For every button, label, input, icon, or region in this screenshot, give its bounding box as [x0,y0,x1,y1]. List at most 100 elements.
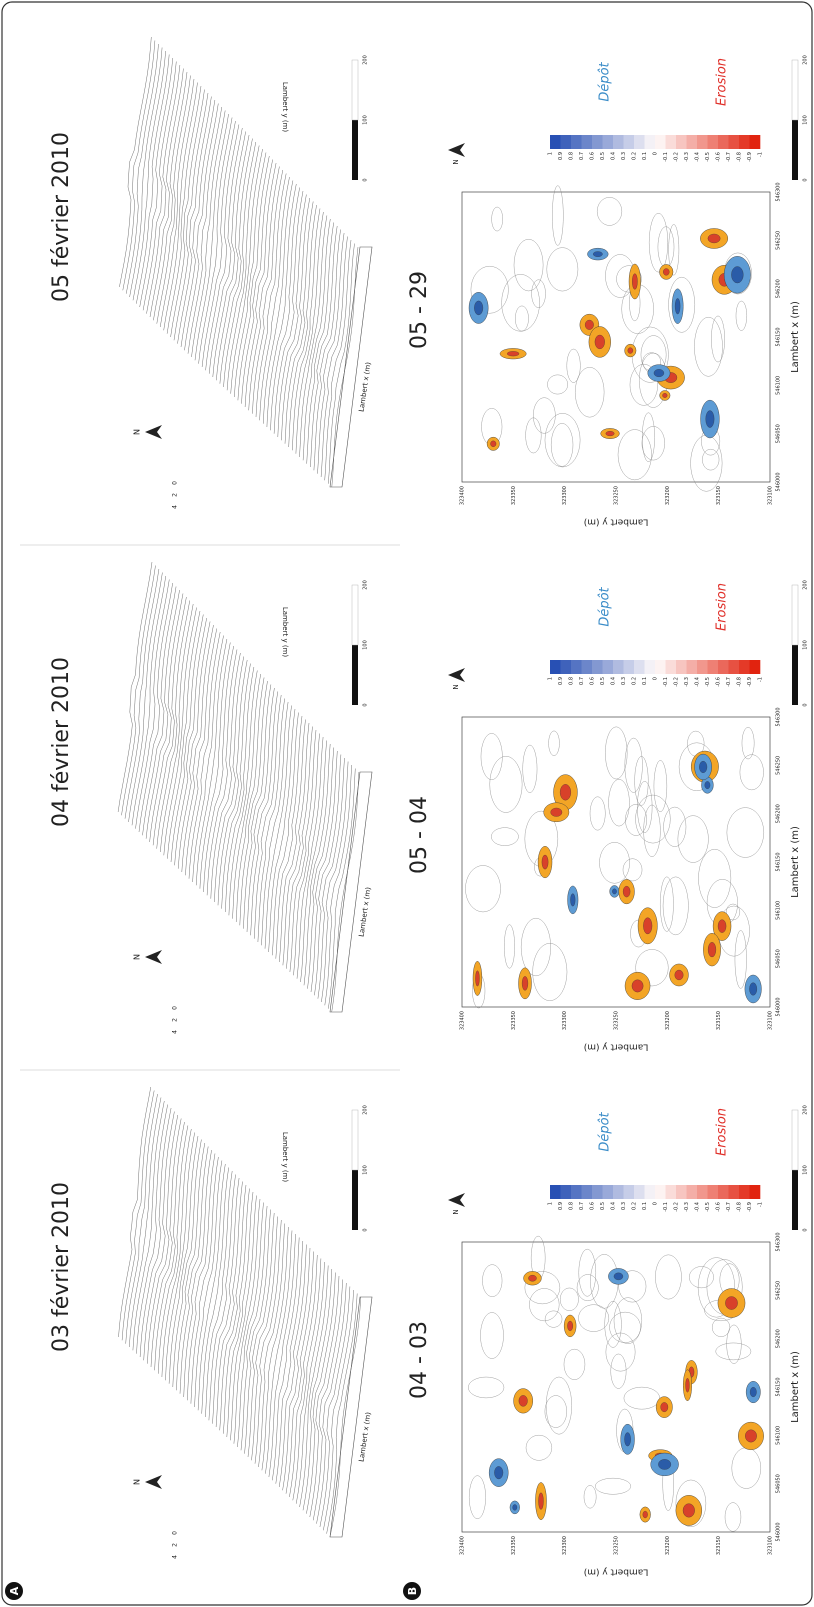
x-tick-label: 546100 [776,1426,782,1445]
contour-ring [635,949,669,987]
mesh-line [272,1237,300,1481]
contour-ring [480,1312,504,1359]
contour-core [570,893,576,907]
colorbar-label: -0.4 [695,677,701,687]
colorbar-label: -0.8 [737,1202,743,1212]
mesh-line [143,1111,175,1361]
mesh-line [241,159,273,404]
mesh-line [198,117,233,364]
colorbar-cell [728,660,740,674]
difference-title: 04 - 03 [407,1321,432,1399]
contour-ring [625,804,647,836]
colorbar-cell [676,660,687,674]
mesh-line [135,579,170,829]
colorbar-label: -0.6 [716,1202,722,1212]
mesh-line [259,176,290,421]
colorbar-cell [550,135,561,149]
scale-label: 100 [803,115,809,125]
colorbar-label: -0.2 [674,152,680,162]
contour-ring [583,1485,597,1509]
scale-bar [352,1170,358,1230]
contour-ring [491,206,503,232]
mesh-line [282,722,310,966]
panel-label: B [406,1587,419,1595]
contour-core [707,942,717,958]
contour-ring [524,1271,561,1305]
mesh-line [326,1293,358,1534]
mesh-line [121,1090,155,1341]
mesh-line [167,610,201,859]
colorbar-label: 0.3 [621,152,627,160]
colorbar-cell [728,1185,740,1199]
mesh-line [316,1282,347,1524]
contour-field [468,185,752,492]
mesh-line [250,691,278,936]
colorbar-cell [749,1185,761,1199]
x-tick-label: 546000 [776,1522,782,1541]
colorbar-label: 0.5 [600,152,606,160]
contour-ring [724,1502,742,1532]
colorbar-label: 0.2 [632,1202,638,1210]
contour-core [745,1429,757,1443]
contour-ring [491,827,519,846]
mesh-line [149,68,184,318]
colorbar-label: 0.9 [558,1202,564,1210]
north-arrow [145,1475,162,1489]
contour-field [468,1235,764,1532]
north-label: N [133,1479,142,1485]
contour-ring [520,917,551,977]
contour-core [474,300,484,316]
map-x-label: Lambert x (m) [790,826,801,898]
colorbar-label: 0.7 [579,1202,585,1210]
mesh-line [232,673,261,919]
colorbar-label: -0.9 [747,152,753,162]
mesh-line [310,750,338,993]
mesh-line [324,239,352,481]
contour-ring [739,754,764,791]
colorbar-label: -0.7 [726,152,732,162]
mesh-line [252,169,283,414]
colorbar-label: -0.9 [747,677,753,687]
mesh-line [236,677,265,923]
contour-core [642,1510,648,1519]
colorbar-cell [613,135,624,149]
mesh-line [221,663,251,909]
contour-core [624,1432,631,1447]
colorbar-label: 0.2 [632,677,638,685]
colorbar-label: 0.7 [579,677,585,685]
mesh-line [303,743,331,986]
mesh-line [219,138,253,384]
colorbar-cell [739,135,750,149]
mesh-line [145,589,180,839]
colorbar-cell [644,660,656,674]
mesh-line [154,1121,185,1371]
colorbar-cell [697,135,708,149]
contour-ring [697,1257,736,1318]
mesh-line [228,670,258,916]
contour-core [699,761,708,773]
contour-core [674,298,681,315]
contour-core [662,393,668,398]
contour-ring [595,1477,631,1495]
surface-x-label: Lambert x (m) [358,886,373,937]
surface-side [329,771,373,1013]
mesh-line [289,1254,318,1498]
contour-ring [662,876,689,936]
mesh-line [273,190,304,434]
mesh-line [292,1258,322,1501]
colorbar-cell [623,660,635,674]
landscape-figure: A B 03 février 2010 Lambert x (m) Lambert y … [5,36,809,1600]
mesh-line [185,628,217,876]
mesh-line [165,1132,195,1381]
contour-ring [480,733,503,780]
mesh-line [128,572,163,823]
map-y-label: Lambert y (m) [584,517,649,527]
contour-ring [482,1264,503,1297]
x-tick-label: 546250 [776,231,782,250]
mesh-line [226,145,260,391]
mesh-line [268,708,296,953]
mesh-line [126,43,159,294]
colorbar-cell [686,135,698,149]
contour-core [749,982,758,996]
north-label: N [452,159,460,164]
